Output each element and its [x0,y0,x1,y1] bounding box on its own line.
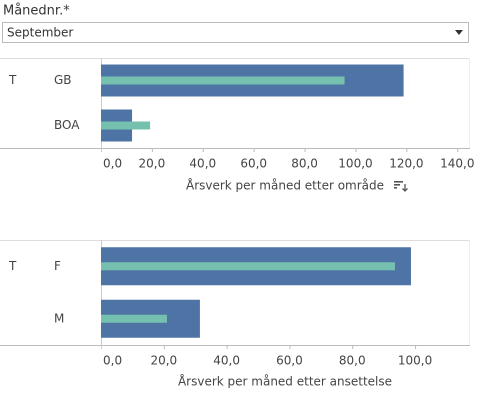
x-axis-title: Årsverk per måned etter ansettelse [178,374,392,389]
filter-dropdown[interactable]: September [2,22,469,43]
sort-icon-bar [394,184,400,186]
bar [101,314,167,323]
filter-label: Månednr.* [3,4,70,19]
row-header: T [8,259,17,273]
x-tick-label: 20,0 [139,157,166,171]
bar [101,76,345,85]
dropdown-box[interactable] [2,22,469,43]
x-tick-label: 20,0 [150,354,177,368]
sort-icon[interactable] [394,181,408,192]
x-tick-label: 120,0 [389,157,423,171]
bar [101,262,395,271]
x-tick-label: 100,0 [398,354,432,368]
x-tick-label: 60,0 [240,157,267,171]
dropdown-value[interactable]: September [7,26,73,40]
bar [101,121,151,130]
category-label: GB [54,73,72,87]
dropdown-arrow[interactable] [455,30,463,35]
x-tick-label: 0,0 [103,354,122,368]
x-tick-label: 80,0 [291,157,318,171]
sort-icon-arrow [402,184,408,192]
x-tick-label: 100,0 [338,157,372,171]
x-tick-label: 40,0 [189,157,216,171]
x-tick-label: 140,0 [440,157,474,171]
sort-icon-bar [394,181,403,183]
category-label: F [54,259,61,273]
x-axis-title: Årsverk per måned etter område [186,178,384,193]
row-header: T [8,73,17,87]
category-label: M [54,311,64,325]
x-tick-label: 80,0 [339,354,366,368]
x-tick-label: 40,0 [213,354,240,368]
sort-icon-bar [394,187,397,189]
category-label: BOA [54,118,80,132]
x-tick-label: 60,0 [276,354,303,368]
x-tick-label: 0,0 [103,157,122,171]
